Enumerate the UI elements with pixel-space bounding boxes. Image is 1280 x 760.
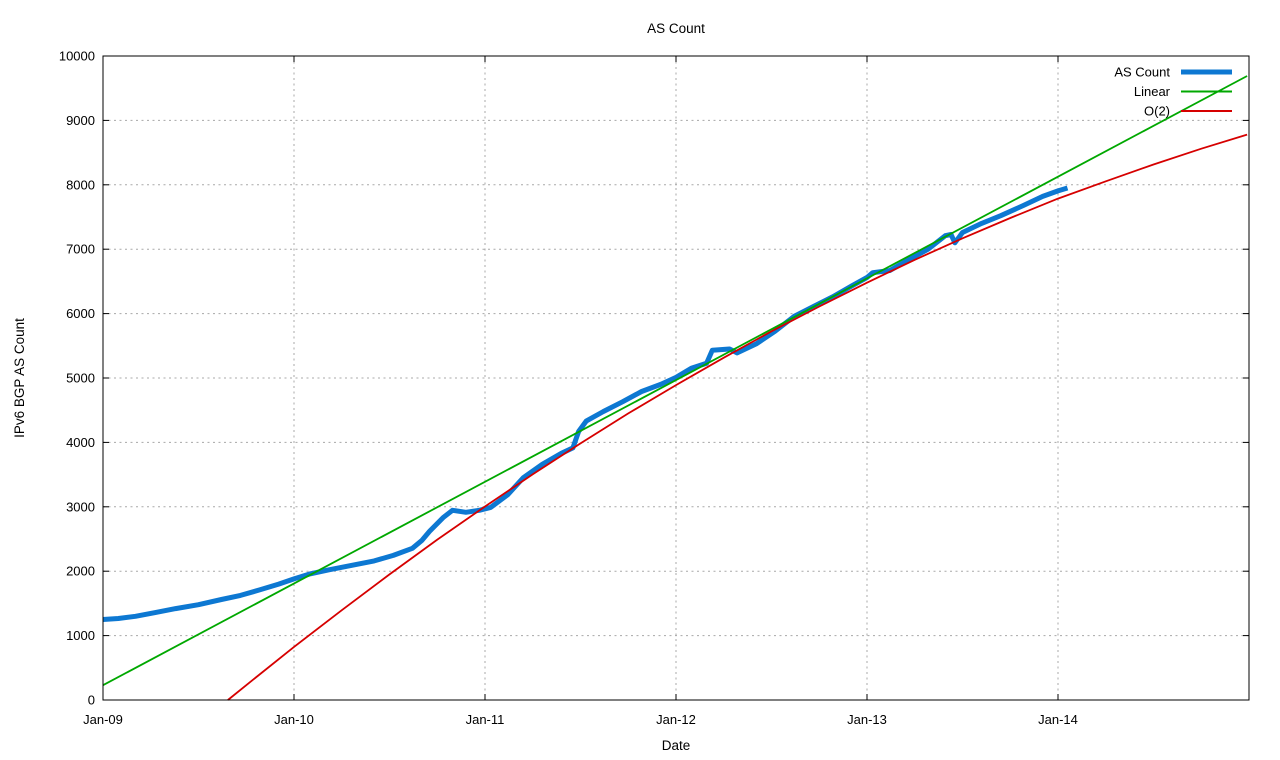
series-layer (102, 75, 1248, 701)
axis-layer: 0 1000 2000 3000 4000 5000 6000 7000 8000 9000 100… (59, 49, 1250, 727)
y-tick-label-6000: 6000 (66, 306, 95, 321)
x-tick-label-jan-14: Jan-14 (1038, 712, 1078, 727)
y-tick-label-1000: 1000 (66, 628, 95, 643)
series-line-o-2 (227, 133, 1248, 701)
x-tick-label-jan-12: Jan-12 (656, 712, 696, 727)
y-tick-label-5000: 5000 (66, 371, 95, 386)
y-tick-label-7000: 7000 (66, 242, 95, 257)
y-tick-label-0: 0 (88, 693, 95, 708)
y-axis-label: IPv6 BGP AS Count (12, 318, 27, 438)
series-line-as-count (102, 185, 1069, 622)
y-tick-label-10000: 10000 (59, 49, 95, 64)
y-tick-label-9000: 9000 (66, 113, 95, 128)
legend-label-o-2: O(2) (1144, 104, 1170, 119)
y-tick-label-2000: 2000 (66, 564, 95, 579)
legend-label-as-count: AS Count (1114, 65, 1170, 80)
series-line-linear (102, 75, 1248, 686)
x-axis-label: Date (662, 738, 691, 753)
y-tick-label-4000: 4000 (66, 435, 95, 450)
chart-title: AS Count (647, 21, 705, 36)
x-tick-label-jan-13: Jan-13 (847, 712, 887, 727)
x-tick-label-jan-11: Jan-11 (466, 712, 505, 727)
x-tick-label-jan-10: Jan-10 (274, 712, 314, 727)
y-tick-label-8000: 8000 (66, 177, 95, 192)
x-tick-label-jan-09: Jan-09 (83, 712, 123, 727)
y-tick-label-3000: 3000 (66, 499, 95, 514)
legend-label-linear: Linear (1134, 84, 1171, 99)
legend: AS Count Linear O(2) (1114, 65, 1232, 119)
